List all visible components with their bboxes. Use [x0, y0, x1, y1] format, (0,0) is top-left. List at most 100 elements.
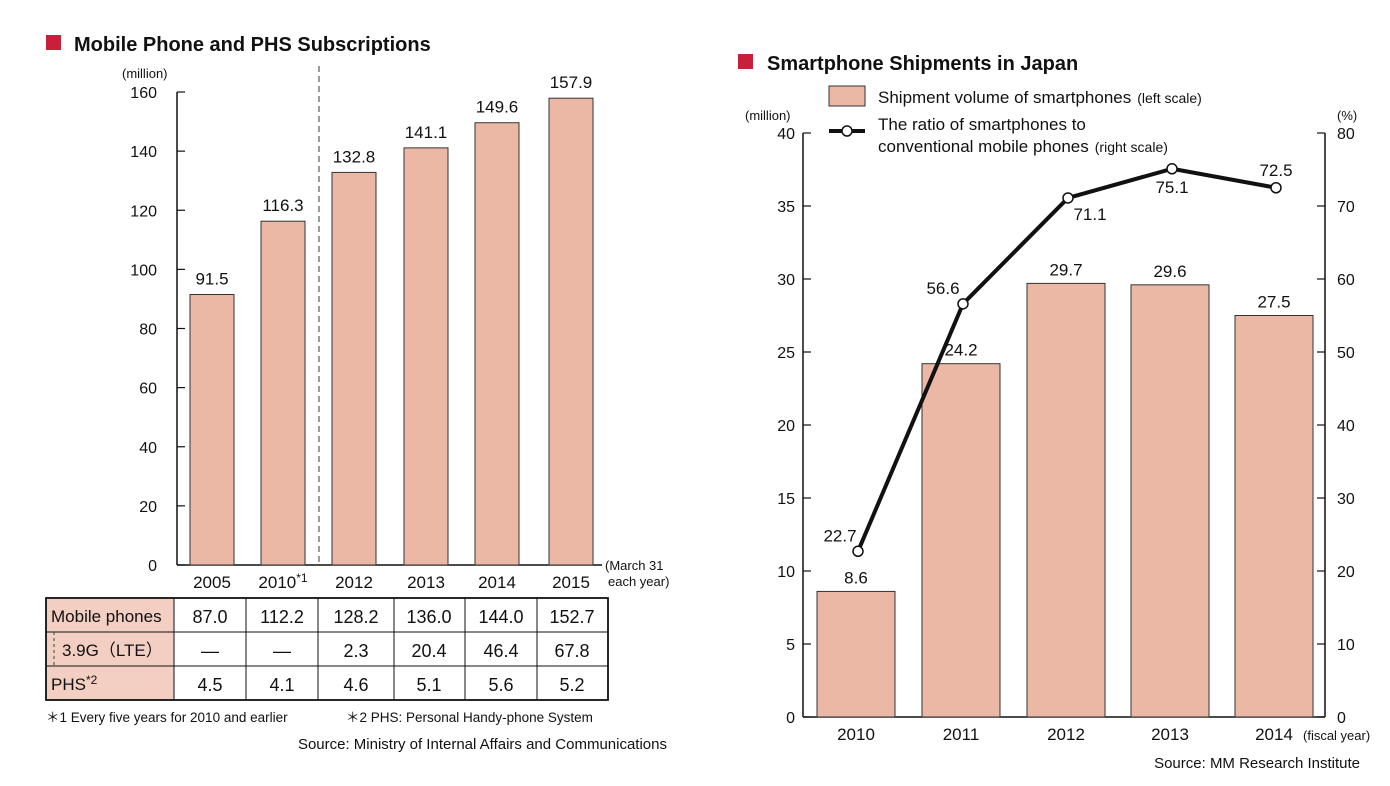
title-marker: [738, 54, 753, 69]
ratio-point: [1166, 163, 1178, 175]
legend-line-label-2: conventional mobile phones (right scale): [878, 137, 1168, 156]
table-cell: 5.2: [559, 675, 584, 695]
left-tick-label: 15: [777, 491, 795, 508]
bar: [474, 122, 520, 566]
legend-bar-text: Shipment volume of smartphones: [878, 88, 1131, 107]
ratio-line-series: 22.7 56.6 71.1 75.1 72.5: [823, 161, 1293, 558]
bar: [260, 220, 306, 566]
bar: [1026, 282, 1106, 718]
table-cell: 144.0: [478, 607, 523, 627]
right-tick-label: 70: [1337, 199, 1355, 216]
legend-bar-swatch: [828, 85, 866, 107]
table-cell: 4.1: [269, 675, 294, 695]
subscriptions-chart: Mobile Phone and PHS Subscriptions (mill…: [45, 34, 669, 753]
source-note: Source: Ministry of Internal Affairs and…: [298, 736, 667, 753]
left-axis-unit: (million): [745, 108, 791, 123]
bar: [189, 294, 235, 566]
footnote-2: ＊2 PHS: Personal Handy-phone System: [346, 710, 593, 725]
bar: [921, 363, 1001, 718]
bar: [403, 147, 449, 566]
ratio-point: [1270, 182, 1282, 194]
x-tick-label: 2013: [407, 573, 445, 592]
x-axis-note-line1: (March 31: [605, 558, 664, 573]
legend-line-text: conventional mobile phones: [878, 137, 1089, 156]
x-tick-year: 2010: [258, 573, 296, 592]
left-tick-label: 35: [777, 199, 795, 216]
title-marker: [46, 35, 61, 50]
shipment-bars: 8.6 24.2 29.7 29.6 27.5: [816, 260, 1314, 718]
x-tick-label: 2013: [1151, 725, 1189, 744]
left-tick-label: 25: [777, 345, 795, 362]
x-tick-footnote-mark: *1: [296, 571, 308, 585]
legend-bar-note: (left scale): [1137, 90, 1202, 106]
row-label-lte: 3.9G（LTE）: [62, 641, 163, 660]
bar: [548, 97, 594, 566]
x-tick-label: 2014: [1255, 725, 1293, 744]
bar-value-label: 157.9: [550, 73, 593, 92]
bar-value-label: 132.8: [333, 147, 376, 166]
left-tick-label: 5: [786, 637, 795, 654]
chart-title: Mobile Phone and PHS Subscriptions: [74, 34, 431, 56]
right-tick-label: 0: [1337, 710, 1346, 727]
table-cell: —: [273, 641, 291, 661]
bar-value-label: 24.2: [944, 341, 977, 360]
left-tick-label: 30: [777, 272, 795, 289]
left-tick-label: 40: [777, 126, 795, 143]
x-tick-year: 2012: [335, 573, 373, 592]
y-tick-label: 0: [148, 558, 157, 575]
x-tick-label: 2012: [335, 573, 373, 592]
legend-line-label-1: The ratio of smartphones to: [878, 115, 1086, 134]
ratio-value-label: 72.5: [1259, 161, 1292, 180]
x-tick-label: 2012: [1047, 725, 1085, 744]
table-cell: —: [201, 641, 219, 661]
bar: [331, 171, 377, 566]
subscriptions-table: Mobile phones 3.9G（LTE） PHS*2 87.0 112.2 1…: [45, 597, 609, 701]
table-cell: 4.5: [197, 675, 222, 695]
source-note: Source: MM Research Institute: [1154, 755, 1360, 772]
table-cell: 128.2: [333, 607, 378, 627]
table-cell: 136.0: [406, 607, 451, 627]
bar-value-label: 91.5: [195, 270, 228, 289]
bar-value-label: 116.3: [262, 196, 303, 215]
smartphone-chart: Smartphone Shipments in Japan Shipment v…: [738, 53, 1370, 772]
right-axis-ticks: 0 10 20 30 40 50 60 70 80: [1317, 126, 1355, 727]
phs-label: PHS: [51, 675, 86, 694]
x-axis-note: (fiscal year): [1303, 728, 1370, 743]
table-cell: 87.0: [192, 607, 227, 627]
y-axis-ticks: 0 20 40 60 80 100 120 140 160: [130, 85, 185, 575]
bar-value-label: 29.7: [1049, 260, 1082, 279]
ratio-point: [957, 298, 969, 310]
ratio-value-label: 75.1: [1155, 178, 1188, 197]
bar-value-label: 8.6: [844, 568, 868, 587]
y-tick-label: 60: [139, 381, 157, 398]
table-cell: 2.3: [343, 641, 368, 661]
x-tick-label: 2011: [943, 725, 980, 744]
x-axis-note-line2: each year): [608, 574, 669, 589]
right-tick-label: 20: [1337, 564, 1355, 581]
row-label-phs: PHS*2: [51, 673, 98, 694]
right-tick-label: 10: [1337, 637, 1355, 654]
y-tick-label: 140: [130, 144, 157, 161]
bars: 91.5 116.3 132.8 141.1 149.6 157.9: [189, 73, 594, 566]
ratio-value-label: 22.7: [823, 526, 856, 545]
right-tick-label: 40: [1337, 418, 1355, 435]
legend-line-marker: [841, 125, 853, 137]
x-tick-label: 2014: [478, 573, 516, 592]
legend-bar-label: Shipment volume of smartphones (left scal…: [878, 88, 1202, 107]
x-tick-year: 2015: [552, 573, 590, 592]
left-tick-label: 10: [777, 564, 795, 581]
legend-line-note: (right scale): [1095, 139, 1168, 155]
table-cells: 87.0 112.2 128.2 136.0 144.0 152.7 — — 2.3 20.4 46…: [192, 607, 594, 695]
y-tick-label: 20: [139, 499, 157, 516]
table-cell: 4.6: [343, 675, 368, 695]
chart-title: Smartphone Shipments in Japan: [767, 53, 1078, 75]
left-axis-ticks: 0 5 10 15 20 25 30 35 40: [777, 126, 811, 727]
table-cell: 5.6: [488, 675, 513, 695]
x-tick-label: 2005: [193, 573, 231, 592]
right-tick-label: 60: [1337, 272, 1355, 289]
left-tick-label: 20: [777, 418, 795, 435]
y-tick-label: 160: [130, 85, 157, 102]
table-cell: 5.1: [416, 675, 441, 695]
y-tick-label: 40: [139, 440, 157, 457]
y-tick-label: 80: [139, 322, 157, 339]
